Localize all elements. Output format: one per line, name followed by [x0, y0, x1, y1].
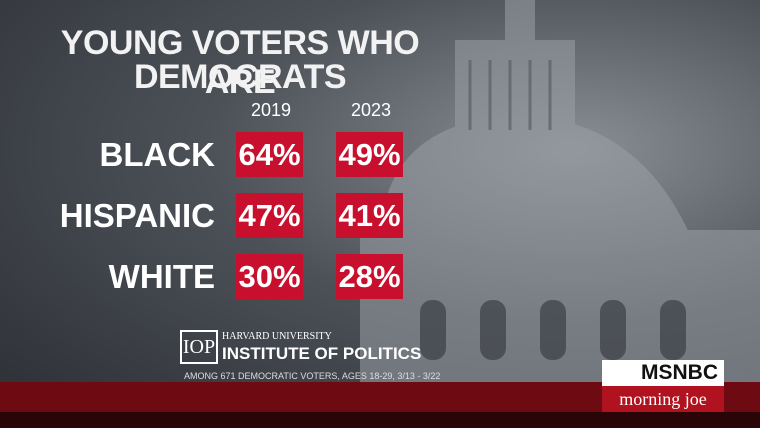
- network-logo: MSNBC: [602, 360, 724, 386]
- title-line: YOUNG VOTERS WHO ARE: [60, 24, 420, 101]
- row-label: BLACK: [99, 136, 215, 173]
- iop-logo: IOP: [180, 330, 218, 364]
- value-cell: 49%: [336, 132, 403, 177]
- university: HARVARD UNIVERSITY: [222, 331, 332, 342]
- source-note: AMONG 671 DEMOCRATIC VOTERS, AGES 18-29,…: [184, 371, 441, 381]
- column-header: 2023: [350, 100, 392, 120]
- title-line: DEMOCRATS: [133, 58, 347, 96]
- value-cell: 28%: [336, 254, 403, 299]
- value-cell: 30%: [236, 254, 303, 299]
- row-label: WHITE: [108, 258, 215, 295]
- show-name: morning joe: [602, 386, 724, 412]
- value-cell: 64%: [236, 132, 303, 177]
- value-cell: 41%: [336, 193, 403, 238]
- institute: INSTITUTE OF POLITICS: [222, 344, 422, 363]
- column-header: 2019: [250, 100, 292, 120]
- row-label: HISPANIC: [59, 197, 215, 234]
- value-cell: 47%: [236, 193, 303, 238]
